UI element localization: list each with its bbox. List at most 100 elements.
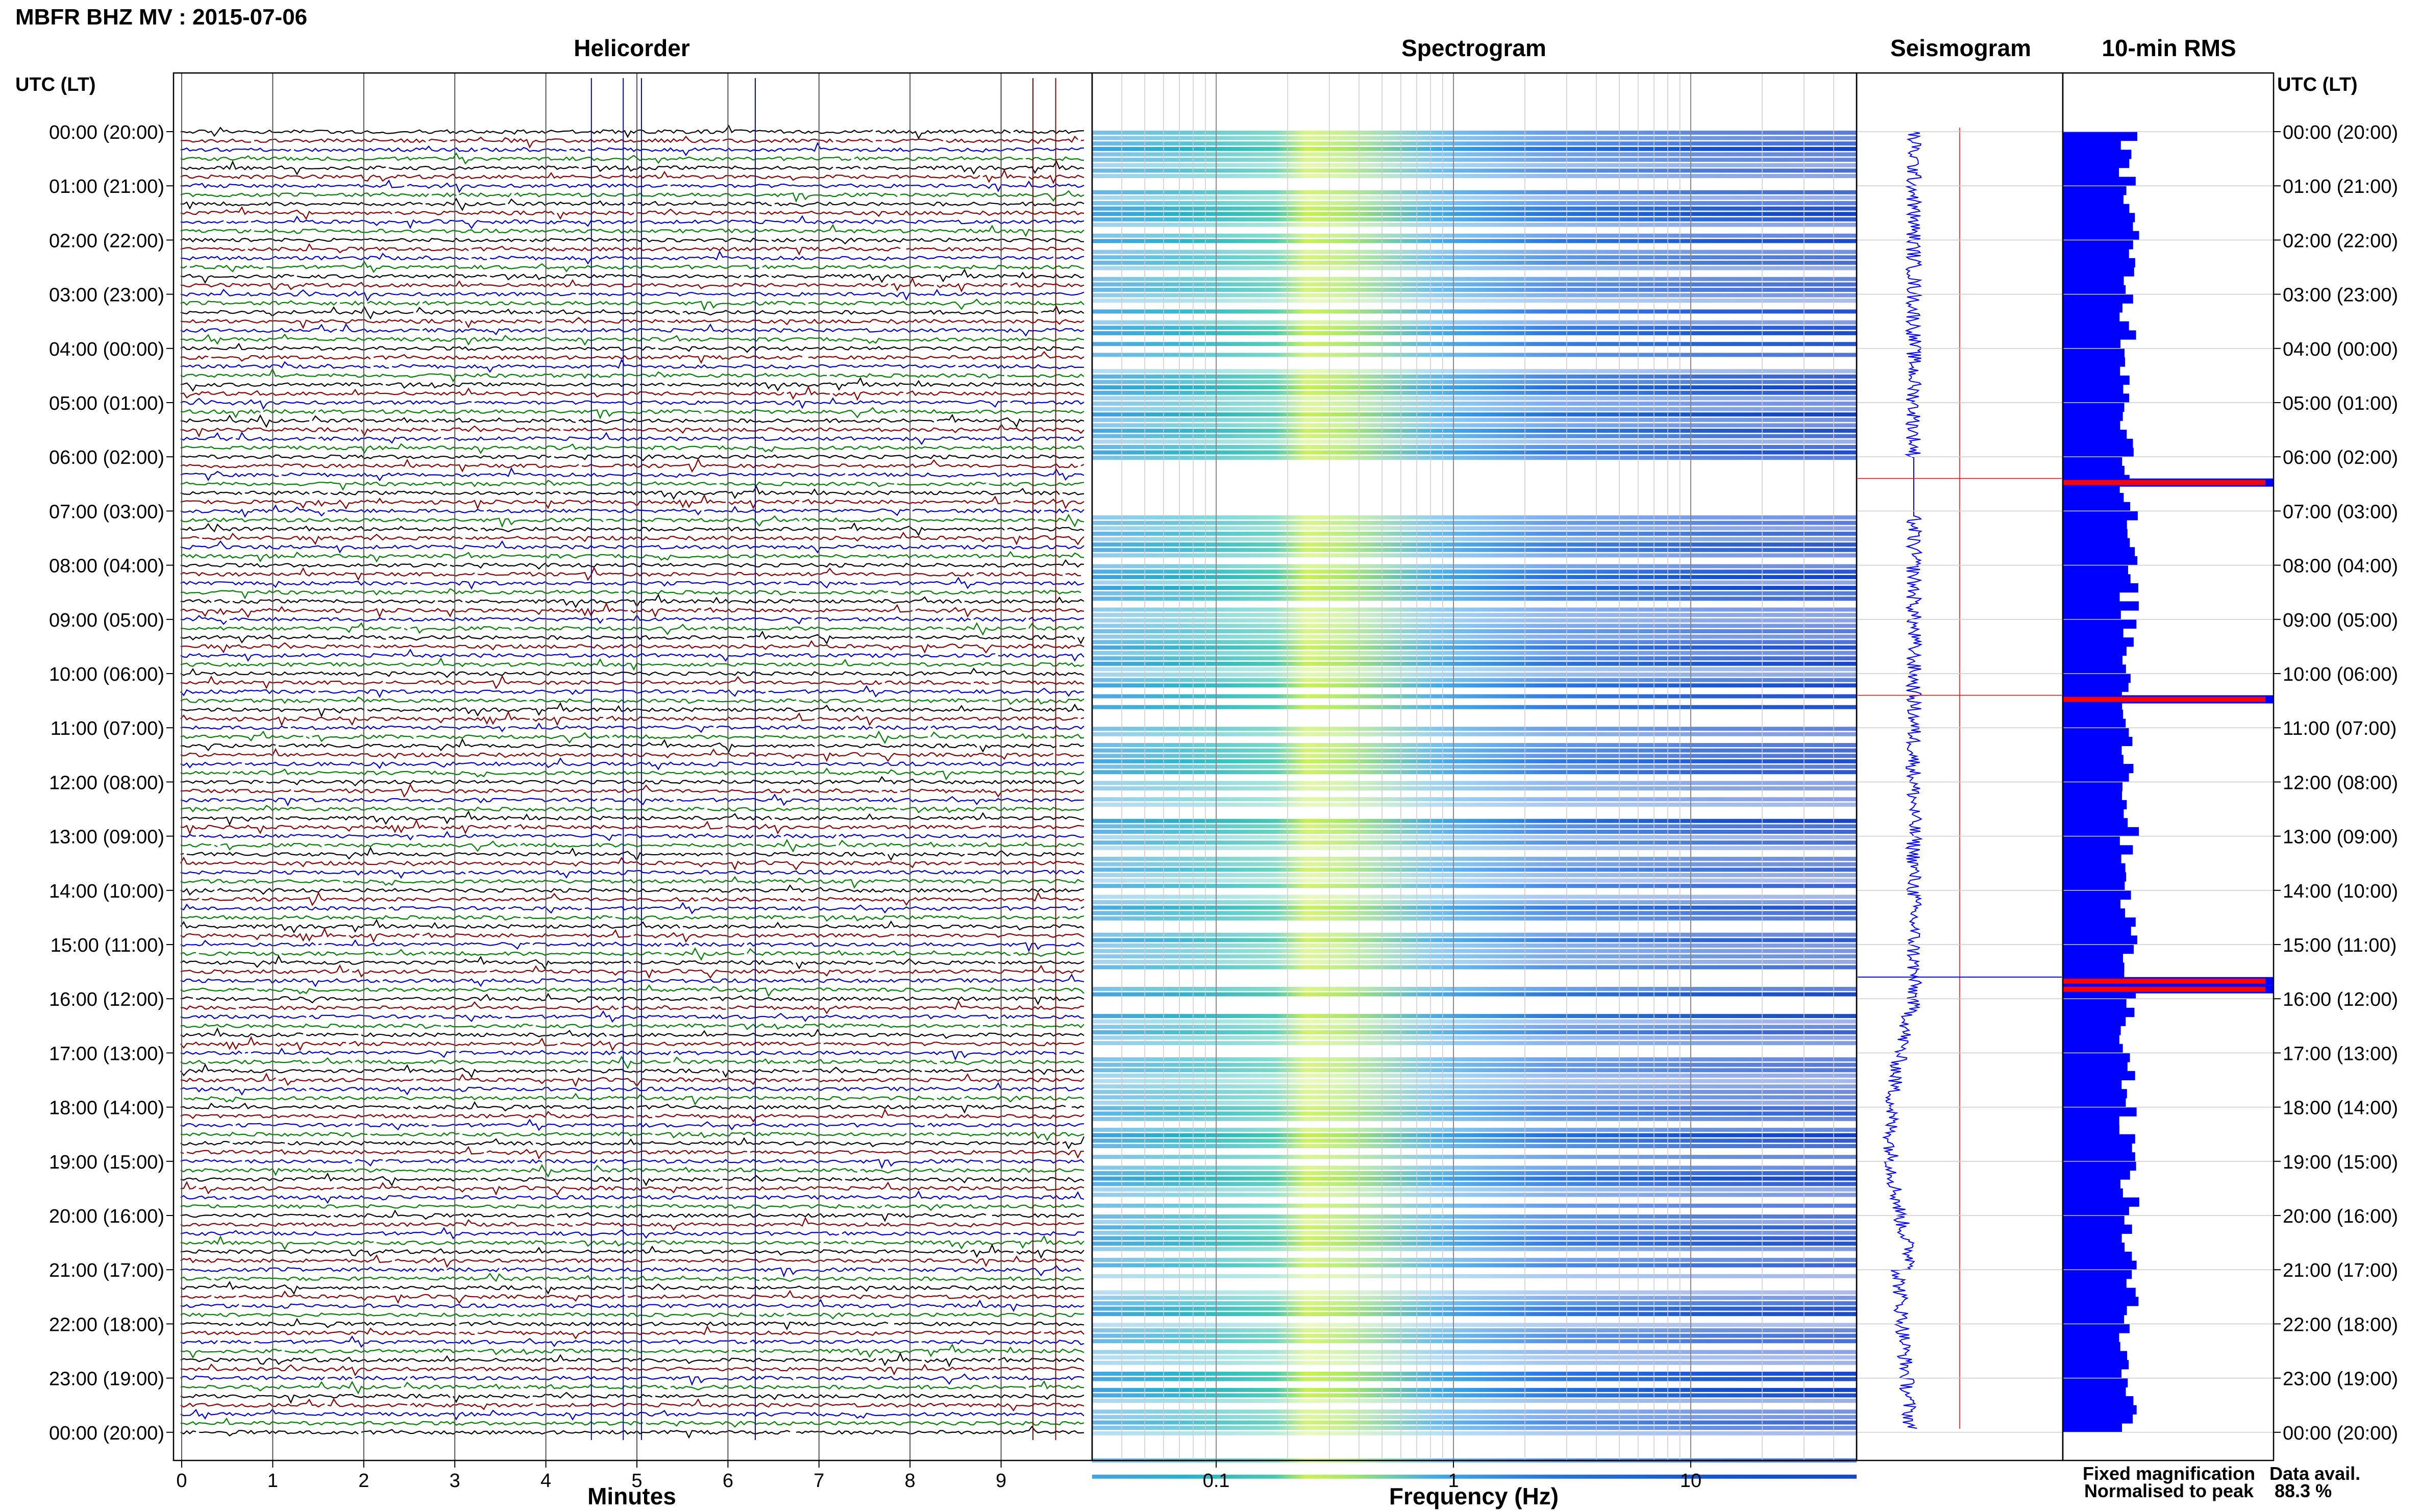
spectrogram-band (1092, 1296, 1857, 1300)
spectrogram-x-tick-label: 1 (1448, 1470, 1459, 1492)
helicorder-trace (180, 1254, 1084, 1268)
rms-bar (2063, 403, 2125, 412)
helicorder-trace (180, 206, 1084, 220)
spectrogram-band (1092, 759, 1857, 763)
helicorder-trace (180, 493, 1084, 510)
helicorder-trace (180, 1235, 1084, 1251)
helicorder-trace (180, 141, 1084, 157)
helicorder-x-tick-label: 0 (176, 1470, 187, 1492)
spectrogram-band (1092, 1328, 1857, 1333)
helicorder-trace (180, 1158, 1084, 1170)
rms-bar (2063, 1044, 2123, 1053)
spectrogram-band (1092, 1068, 1857, 1073)
rms-bar (2063, 881, 2125, 891)
rms-bar (2063, 430, 2127, 439)
spectrogram-band (1092, 136, 1857, 140)
time-label-right: 21:00 (17:00) (2283, 1260, 2398, 1281)
spectrogram-band (1092, 846, 1857, 850)
spectrogram-band (1092, 1138, 1857, 1143)
spectrogram-band (1092, 580, 1857, 585)
helicorder-trace (180, 939, 1084, 953)
rms-bar (2063, 890, 2131, 900)
rms-bar (2063, 1378, 2128, 1387)
spectrogram-band (1092, 1263, 1857, 1268)
time-label-left: 18:00 (14:00) (49, 1098, 164, 1119)
rms-bar (2063, 1179, 2120, 1189)
time-label-right: 04:00 (00:00) (2283, 339, 2398, 360)
rms-bar (2063, 773, 2129, 782)
helicorder-trace (180, 385, 1084, 401)
helicorder-trace (180, 351, 1084, 364)
spectrogram-band (1092, 1095, 1857, 1100)
spectrogram-band (1092, 597, 1857, 601)
spectrogram-band (1092, 1220, 1857, 1224)
rms-bar (2063, 962, 2125, 972)
time-label-left: 14:00 (10:00) (49, 881, 164, 902)
spectrogram-band (1092, 857, 1857, 861)
spectrogram-band (1092, 949, 1857, 953)
spectrogram-band (1092, 1176, 1857, 1181)
spectrogram-band (1092, 201, 1857, 206)
spectrogram-band (1092, 1393, 1857, 1398)
spectrogram-band (1092, 537, 1857, 541)
spectrogram-band (1092, 374, 1857, 379)
helicorder-trace (180, 467, 1084, 482)
time-label-right: 12:00 (08:00) (2283, 772, 2398, 794)
helicorder-trace (180, 454, 1084, 461)
helicorder-trace (180, 927, 1084, 943)
time-label-right: 02:00 (22:00) (2283, 230, 2398, 252)
rms-bar (2063, 782, 2122, 791)
rms-bar (2063, 167, 2119, 177)
time-label-right: 22:00 (18:00) (2283, 1314, 2398, 1335)
spectrogram-band (1092, 743, 1857, 748)
rms-bar (2063, 502, 2131, 511)
helicorder-trace (180, 485, 1084, 500)
helicorder-trace (180, 1392, 1084, 1404)
helicorder-traces (181, 78, 1084, 1440)
helicorder-trace (180, 757, 1084, 771)
rms-bar (2063, 186, 2127, 195)
helicorder-trace (180, 1010, 1084, 1023)
rms-bar (2063, 438, 2133, 448)
rms-bar (2063, 132, 2138, 141)
spectrogram-band (1092, 878, 1857, 883)
helicorder-trace (180, 1209, 1084, 1222)
helicorder-trace (180, 793, 1084, 807)
rms-bar (2063, 574, 2131, 584)
rms-bar (2063, 1287, 2136, 1297)
rms-bar (2063, 493, 2124, 503)
helicorder-trace (180, 423, 1084, 438)
time-label-left: 03:00 (23:00) (49, 285, 164, 306)
spectrogram-band (1092, 607, 1857, 612)
rms-bar (2063, 836, 2120, 846)
rms-bar (2063, 809, 2124, 819)
rms-bar (2063, 818, 2128, 828)
spectrogram-band (1092, 678, 1857, 682)
spectrogram-band (1092, 938, 1857, 943)
rms-bar (2063, 258, 2135, 267)
spectrogram-band (1092, 390, 1857, 395)
spectrogram-band (1092, 992, 1857, 997)
spectrogram-band (1092, 548, 1857, 552)
helicorder-trace (180, 197, 1084, 211)
rms-bar (2063, 303, 2122, 313)
helicorder-trace (180, 630, 1084, 645)
spectrogram-band (1092, 353, 1857, 357)
spectrogram-band (1092, 158, 1857, 162)
rms-bar (2063, 204, 2130, 213)
time-label-left: 23:00 (19:00) (49, 1369, 164, 1390)
time-label-right: 07:00 (03:00) (2283, 501, 2398, 523)
time-label-right: 00:00 (20:00) (2283, 122, 2398, 143)
helicorder-trace (180, 577, 1084, 590)
helicorder-trace (180, 1312, 1084, 1320)
rms-bar (2063, 420, 2120, 430)
spectrogram-band (1092, 764, 1857, 769)
spectrogram-band (1092, 417, 1857, 422)
spectrogram-band (1092, 1474, 1857, 1479)
time-label-right: 05:00 (01:00) (2283, 393, 2398, 414)
rms-bar (2063, 1098, 2126, 1108)
spectrogram-band (1092, 1106, 1857, 1110)
rms-bar (2063, 267, 2134, 277)
rms-bar (2063, 231, 2139, 240)
spectrogram-band (1092, 326, 1857, 330)
